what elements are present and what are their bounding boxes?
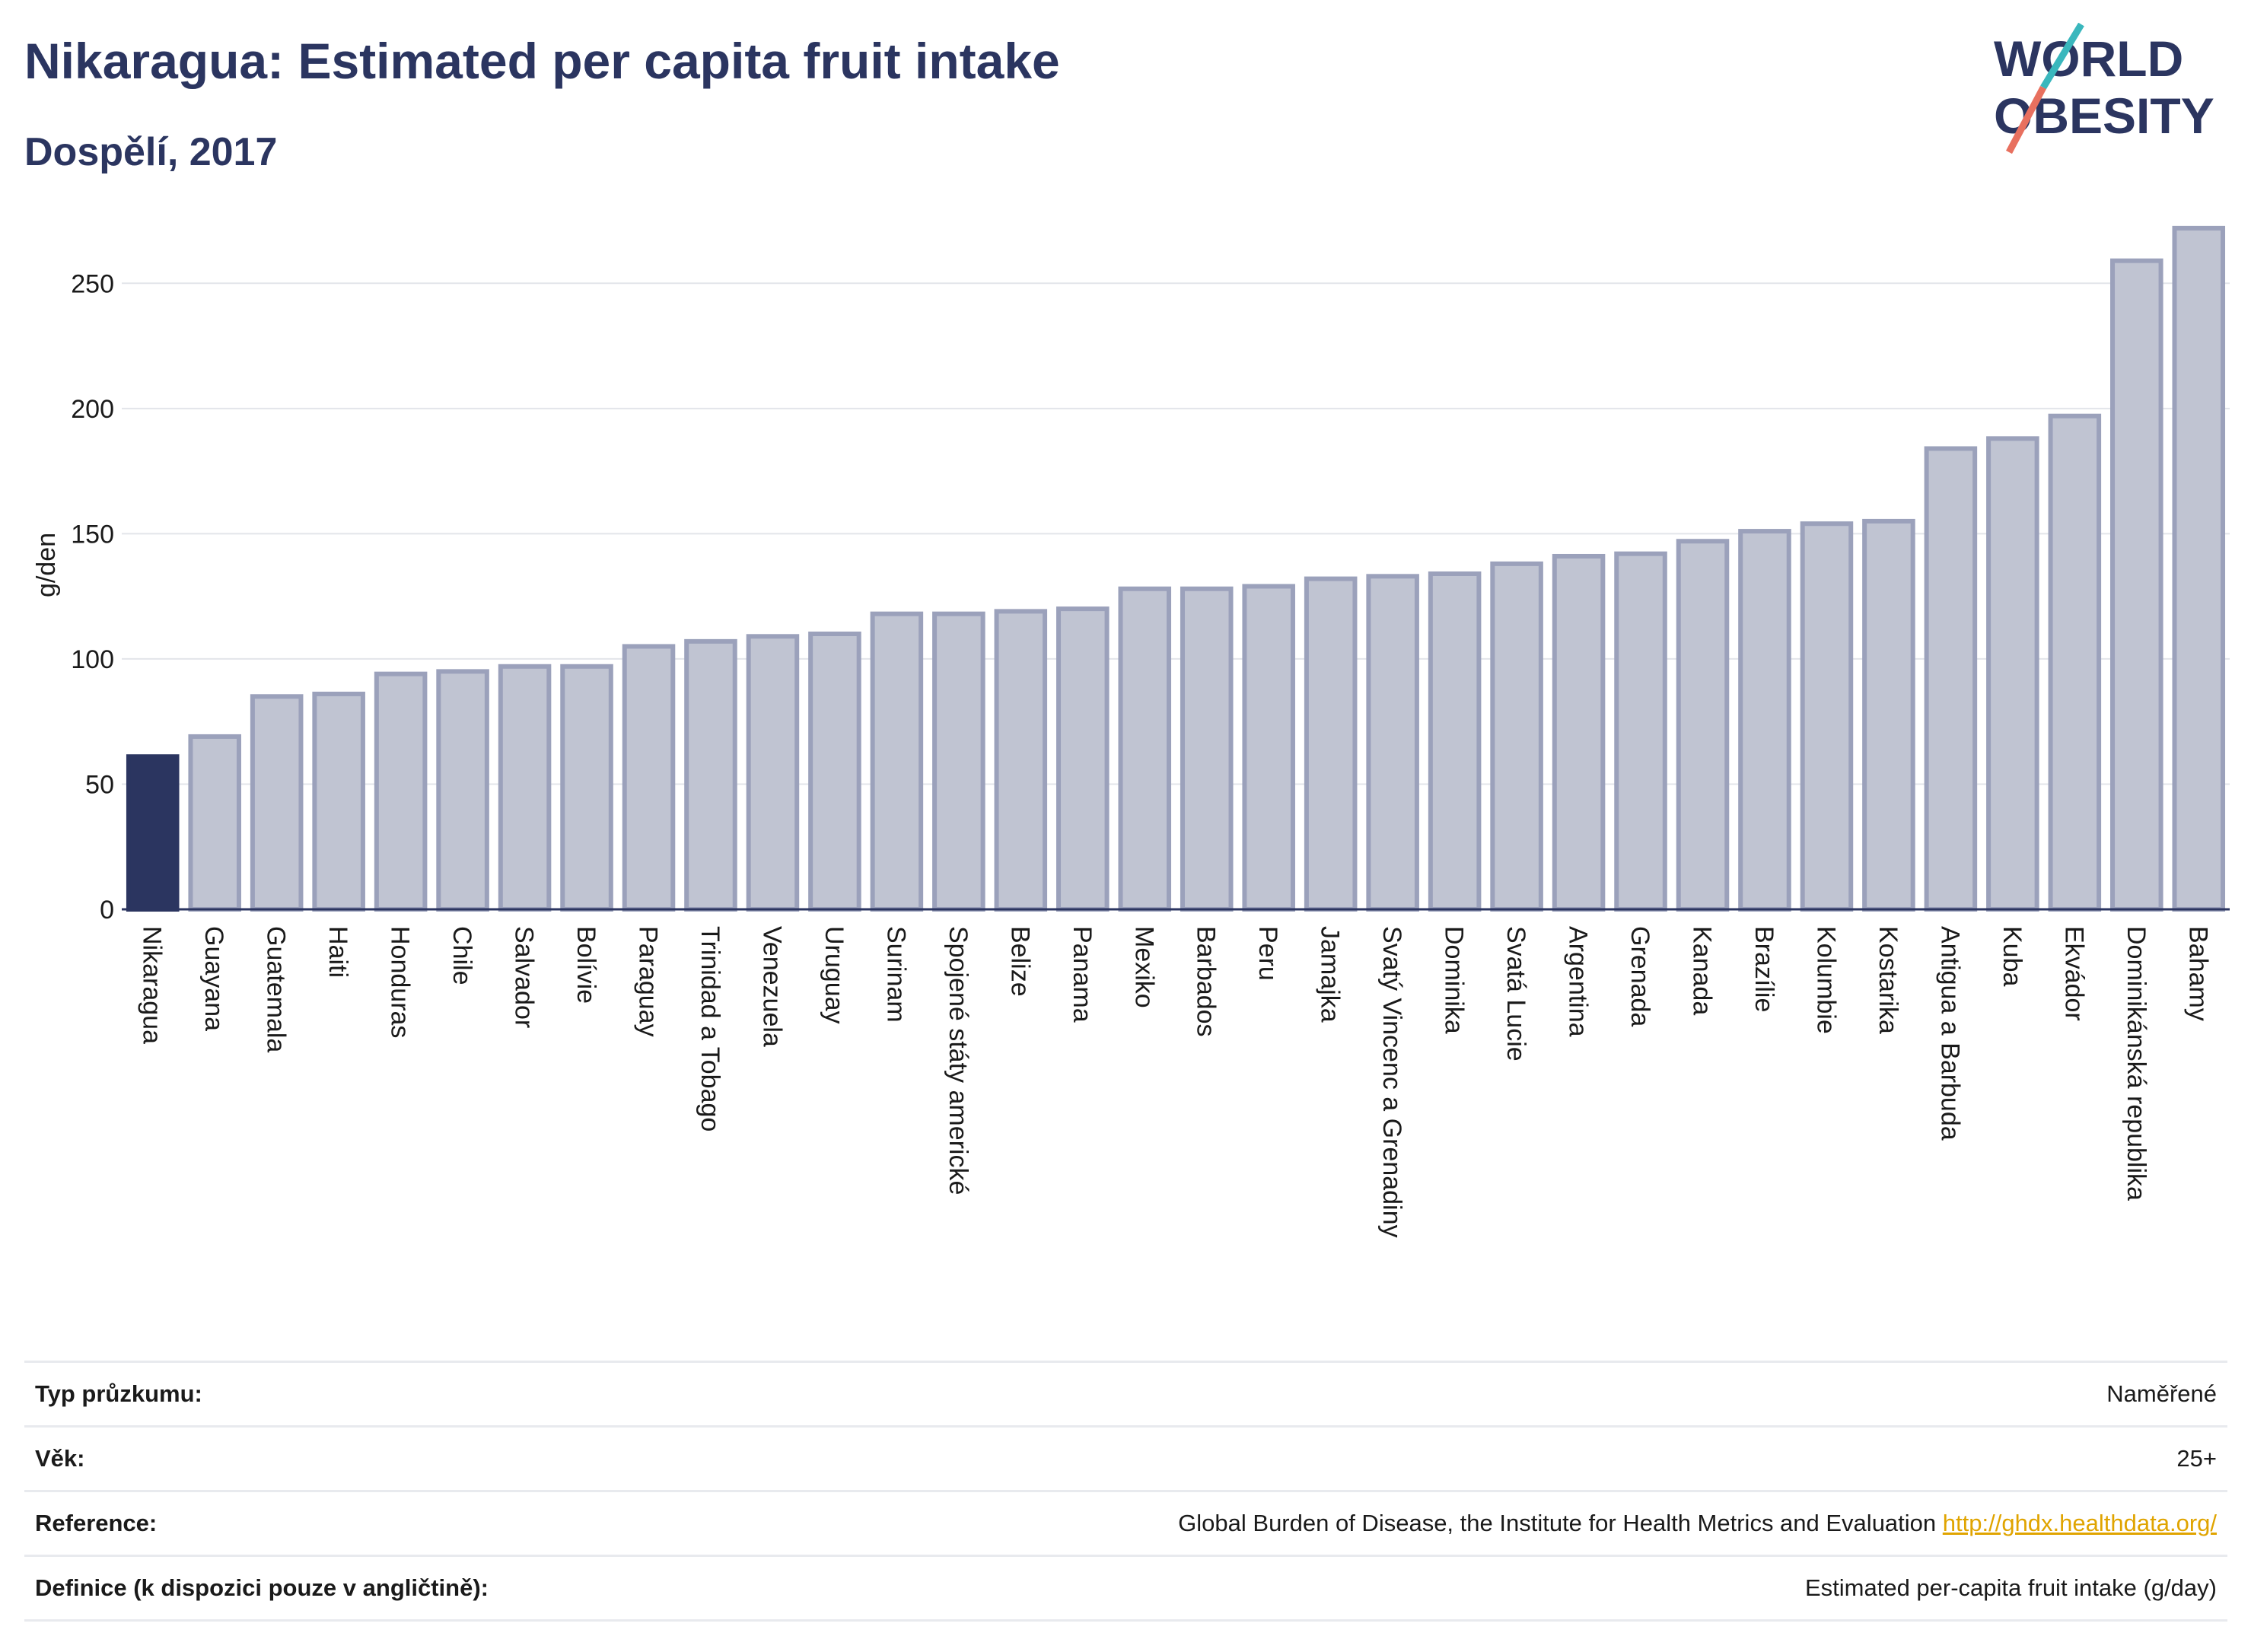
info-row-definition: Definice (k dispozici pouze v angličtině… <box>24 1555 2227 1622</box>
world-obesity-logo: WORLD OBESITY <box>1979 22 2237 160</box>
bar <box>374 671 428 912</box>
x-tick-label: Salvador <box>510 926 539 1028</box>
x-tick-label: Dominika <box>1440 926 1469 1034</box>
x-tick-label: Bahamy <box>2183 926 2212 1021</box>
x-tick-label: Kuba <box>1998 926 2027 986</box>
bar <box>1676 539 1730 912</box>
y-axis-label: g/den <box>32 533 61 597</box>
bar <box>436 669 489 912</box>
y-tick-label: 0 <box>100 896 114 925</box>
x-tick-label: Svatá Lucie <box>1501 926 1530 1062</box>
y-tick-label: 50 <box>85 770 114 799</box>
info-value: Estimated per-capita fruit intake (g/day… <box>705 1555 2227 1622</box>
x-tick-label: Spojené státy americké <box>944 926 973 1195</box>
chart-title: Nikaragua: Estimated per capita fruit in… <box>24 33 1060 89</box>
x-tick-label: Haiti <box>323 926 352 978</box>
bar <box>498 664 552 912</box>
bar <box>1614 551 1667 912</box>
bar <box>1800 521 1854 912</box>
x-tick-label: Ekvádor <box>2059 926 2088 1021</box>
bar <box>746 634 800 912</box>
x-tick-label: Mexiko <box>1129 926 1158 1008</box>
y-tick-label: 250 <box>71 269 114 298</box>
reference-text: Global Burden of Disease, the Institute … <box>1178 1510 1937 1536</box>
bar <box>1924 446 1978 912</box>
y-tick-label: 150 <box>71 520 114 549</box>
y-tick-label: 100 <box>71 645 114 674</box>
bar <box>1242 584 1295 912</box>
bar <box>250 694 304 912</box>
x-tick-label: Svatý Vincenc a Grenadiny <box>1377 926 1406 1238</box>
x-tick-label: Barbados <box>1192 926 1221 1037</box>
x-tick-label: Guatemala <box>262 926 291 1052</box>
x-tick-label: Bolívie <box>572 926 600 1004</box>
logo-slash-bottom <box>2006 85 2046 154</box>
x-tick-label: Uruguay <box>820 926 849 1024</box>
bar-chart: 0 50 100 150 200 250 Nikaragua Guayana Guatemal… <box>32 225 2230 1238</box>
info-row-survey-type: Typ průzkumu: Naměřené <box>24 1361 2227 1428</box>
x-tick-label: Honduras <box>386 926 415 1038</box>
info-value: Naměřené <box>705 1361 2227 1428</box>
x-tick-label: Venezuela <box>757 926 786 1047</box>
bar <box>1986 436 2039 912</box>
bar <box>870 611 924 912</box>
x-axis-labels: Nikaragua Guayana Guatemala Haiti Honduras Ch… <box>138 926 2213 1238</box>
x-tick-label: Grenada <box>1625 926 1654 1027</box>
bar <box>994 609 1048 912</box>
y-axis-ticks: 0 50 100 150 200 250 <box>71 269 114 925</box>
x-tick-label: Panama <box>1068 926 1097 1023</box>
x-tick-label: Paraguay <box>634 926 663 1037</box>
bar <box>2172 225 2226 912</box>
bar <box>1552 553 1606 912</box>
x-tick-label: Belize <box>1005 926 1034 997</box>
info-label: Typ průzkumu: <box>24 1361 706 1428</box>
info-row-reference: Reference: Global Burden of Disease, the… <box>24 1490 2227 1557</box>
x-tick-label: Surinam <box>881 926 910 1023</box>
bar <box>312 691 365 912</box>
bar <box>684 638 737 912</box>
bar <box>932 611 985 912</box>
bar <box>808 632 861 912</box>
bar <box>2110 258 2163 912</box>
x-tick-label: Antigua a Barbuda <box>1935 926 1964 1141</box>
bar <box>1180 586 1234 912</box>
x-tick-label: Trinidad a Tobago <box>696 926 724 1132</box>
bar <box>622 644 676 912</box>
bar <box>1738 529 1791 912</box>
bar <box>1490 561 1543 912</box>
bar <box>1118 586 1172 912</box>
bar <box>188 734 241 912</box>
bar <box>1304 576 1358 912</box>
y-tick-label: 200 <box>71 395 114 424</box>
x-tick-label: Peru <box>1253 926 1282 981</box>
info-label: Reference: <box>24 1490 706 1557</box>
bar <box>1428 571 1482 912</box>
bar <box>1056 606 1110 912</box>
chart-subtitle: Dospělí, 2017 <box>24 130 278 174</box>
x-tick-label: Chile <box>447 926 476 985</box>
info-value: 25+ <box>705 1425 2227 1492</box>
x-tick-label: Guayana <box>199 926 228 1031</box>
bar <box>1862 518 1915 912</box>
bar <box>1366 574 1419 912</box>
bar <box>2048 413 2102 912</box>
x-tick-label: Kostarika <box>1874 926 1902 1034</box>
x-tick-label: Jamajka <box>1316 926 1345 1023</box>
x-tick-label: Argentina <box>1564 926 1593 1037</box>
bar <box>560 664 613 912</box>
x-tick-label: Nikaragua <box>138 926 167 1044</box>
logo-slash-top <box>2040 22 2084 90</box>
info-row-age: Věk: 25+ <box>24 1425 2227 1492</box>
reference-link[interactable]: http://ghdx.healthdata.org/ <box>1942 1510 2217 1536</box>
x-tick-label: Dominikánská republika <box>2122 926 2151 1201</box>
bars <box>126 225 2226 912</box>
info-table: Typ průzkumu: Naměřené Věk: 25+ Referenc… <box>24 1361 2227 1622</box>
x-tick-label: Brazílie <box>1750 926 1778 1012</box>
info-label: Definice (k dispozici pouze v angličtině… <box>24 1555 706 1622</box>
x-tick-label: Kolumbie <box>1811 926 1840 1034</box>
logo-line1: WORLD <box>1994 30 2183 87</box>
x-tick-label: Kanada <box>1688 926 1717 1015</box>
info-label: Věk: <box>24 1425 706 1492</box>
bar <box>126 754 180 912</box>
